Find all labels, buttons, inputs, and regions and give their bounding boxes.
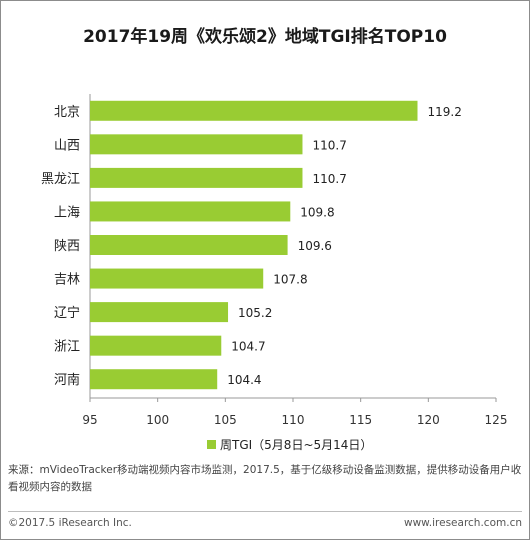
x-tick-label: 115 [349,413,372,427]
value-label: 110.7 [312,172,346,186]
x-tick-label: 110 [282,413,305,427]
copyright-text: ©2017.5 iResearch Inc. [8,517,132,529]
value-label: 105.2 [238,306,272,320]
value-label: 104.7 [231,340,265,354]
category-label: 上海 [54,205,80,220]
category-label: 浙江 [54,340,80,355]
category-label: 北京 [54,105,80,120]
bar [90,369,218,390]
bar [90,201,291,222]
x-tick-label: 100 [146,413,169,427]
bar [90,167,303,188]
bar [90,235,288,255]
source-note: 来源：mVideoTracker移动端视频内容市场监测，2017.5，基于亿级移… [8,464,522,493]
bar-chart: 95 100 105 110 115 120 125 北京 119.2 山西 110.7 黑龙江 110… [41,94,508,427]
value-label: 119.2 [428,105,462,119]
bar [90,335,222,356]
x-tick-label: 120 [417,413,440,427]
category-label: 陕西 [54,239,80,254]
value-label: 109.6 [298,239,332,253]
legend-swatch [207,440,216,449]
bar [90,268,264,289]
value-label: 104.4 [227,373,261,387]
website-text: www.iresearch.com.cn [403,517,522,529]
category-label: 河南 [54,372,80,388]
bar [90,100,418,121]
category-label: 吉林 [54,273,80,288]
bar [90,134,303,155]
bar [90,302,229,323]
value-label: 110.7 [312,138,346,152]
legend-label: 周TGI（5月8日~5月14日） [220,438,373,452]
footer-divider [8,511,522,512]
chart-title: 2017年19周《欢乐颂2》地域TGI排名TOP10 [83,27,447,47]
category-label: 黑龙江 [41,172,80,187]
value-label: 109.8 [300,205,334,219]
category-label: 辽宁 [54,305,80,321]
x-tick-label: 105 [214,413,237,427]
value-label: 107.8 [273,273,307,287]
legend: 周TGI（5月8日~5月14日） [207,436,372,453]
x-tick-label: 125 [485,413,508,427]
category-label: 山西 [54,138,80,153]
x-tick-label: 95 [82,413,97,427]
